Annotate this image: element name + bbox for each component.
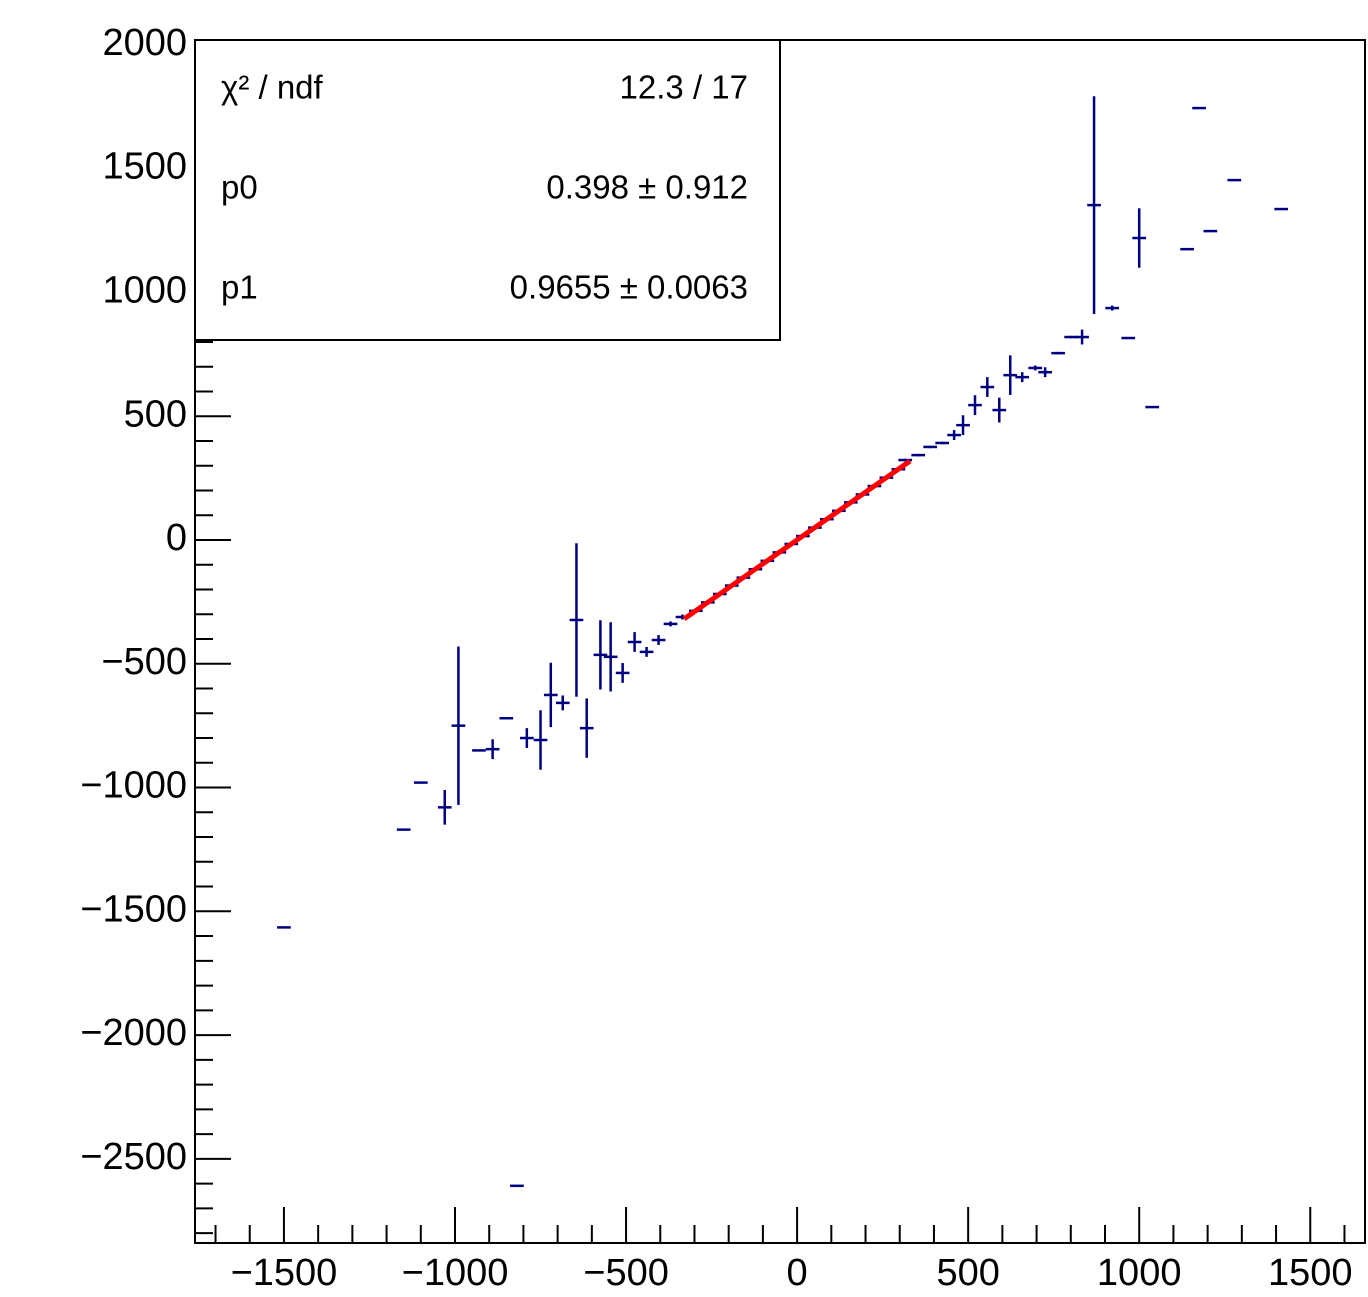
stat-name: p1 bbox=[221, 269, 258, 306]
y-tick-label: −2000 bbox=[80, 1012, 187, 1054]
y-tick-label: 2000 bbox=[102, 22, 187, 64]
stat-value: 12.3 / 17 bbox=[620, 69, 748, 106]
x-tick-label: 0 bbox=[787, 1252, 808, 1294]
x-tick-label: 500 bbox=[936, 1252, 999, 1294]
stats-box bbox=[194, 39, 781, 341]
x-tick-label: 1500 bbox=[1268, 1252, 1353, 1294]
y-tick-label: −1000 bbox=[80, 765, 187, 807]
y-tick-label: 0 bbox=[166, 517, 187, 559]
y-tick-label: 500 bbox=[124, 393, 187, 435]
y-tick-label: 1000 bbox=[102, 270, 187, 312]
stat-value: 0.398 ± 0.912 bbox=[546, 169, 748, 206]
stat-value: 0.9655 ± 0.0063 bbox=[510, 269, 748, 306]
x-tick-label: −1500 bbox=[231, 1252, 338, 1294]
x-tick-label: −500 bbox=[583, 1252, 669, 1294]
fit-line bbox=[682, 458, 912, 621]
stat-name: p0 bbox=[221, 169, 258, 206]
x-tick-label: 1000 bbox=[1097, 1252, 1182, 1294]
y-tick-label: −500 bbox=[101, 641, 187, 683]
x-tick-label: −1000 bbox=[402, 1252, 509, 1294]
stat-name: χ² / ndf bbox=[221, 69, 324, 106]
y-tick-label: −2500 bbox=[80, 1136, 187, 1178]
y-tick-label: 1500 bbox=[102, 146, 187, 188]
y-tick-label: −1500 bbox=[80, 888, 187, 930]
